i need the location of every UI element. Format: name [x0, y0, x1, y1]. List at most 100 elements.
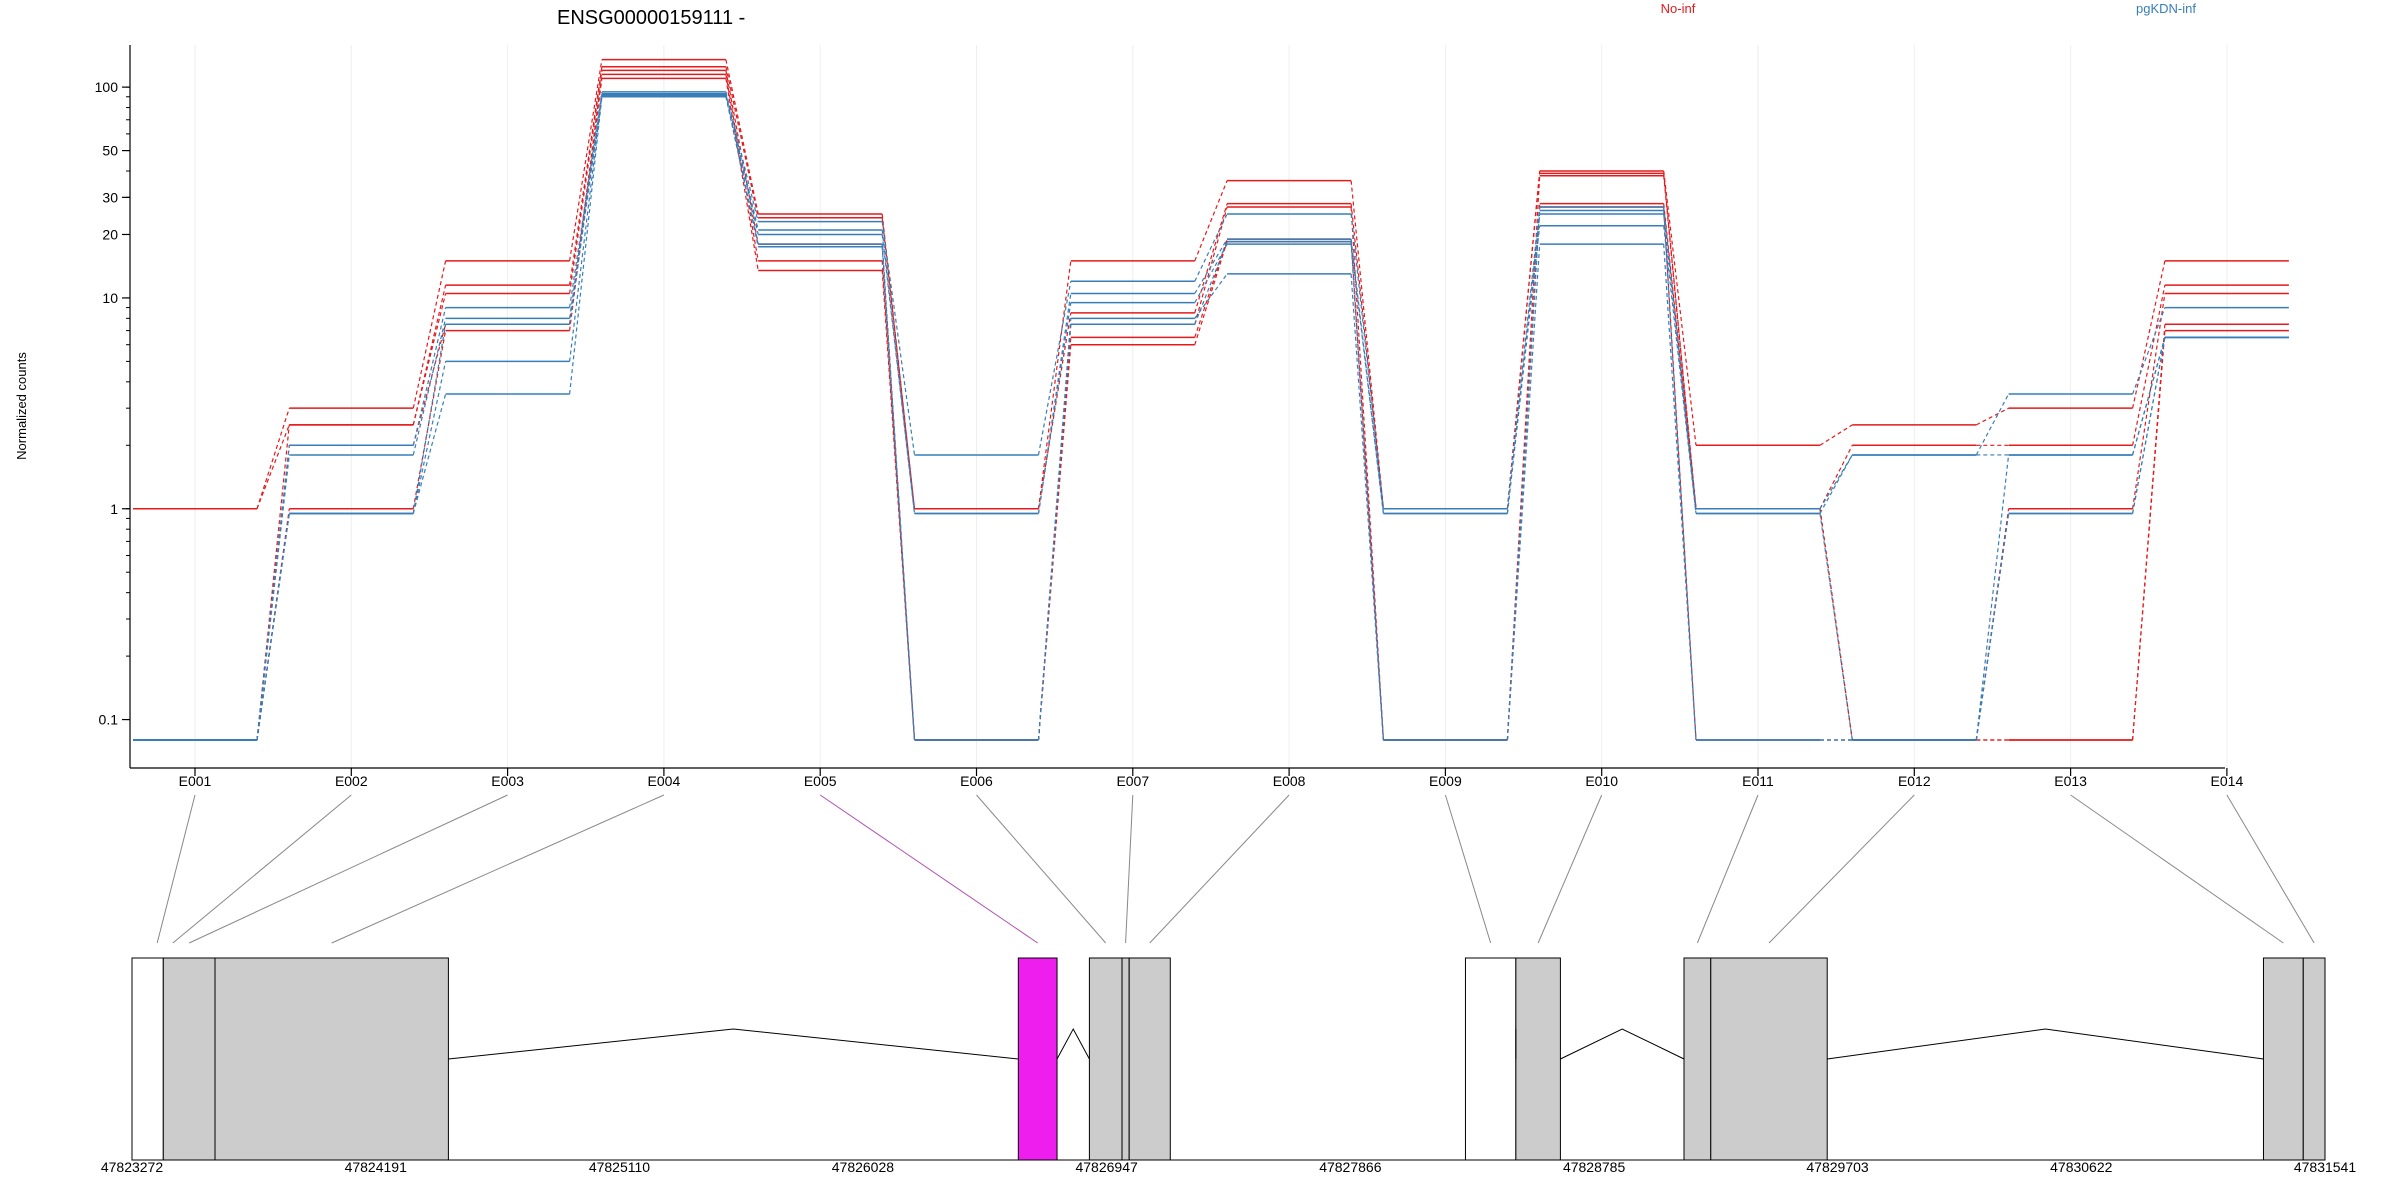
- series-connector: [1506, 244, 1541, 741]
- series-connector: [1663, 170, 1697, 446]
- series-connector: [1037, 312, 1072, 509]
- series-no-inf: [133, 69, 2289, 741]
- series-connector: [412, 324, 447, 514]
- exon-connector: [1444, 794, 1492, 944]
- series-connector: [256, 513, 290, 741]
- series-connector: [1506, 225, 1541, 514]
- series-connector: [725, 74, 759, 261]
- series-connector: [725, 59, 759, 215]
- series-connector: [1194, 241, 1228, 325]
- y-tick-label: 50: [102, 143, 118, 159]
- series-connector: [412, 393, 447, 514]
- y-tick-label: 20: [102, 226, 118, 242]
- x-tick-label: E007: [1116, 773, 1149, 789]
- series-connector: [725, 91, 759, 222]
- intron-line: [1056, 1027, 1090, 1060]
- x-tick-label: E009: [1429, 773, 1462, 789]
- series-connector: [881, 221, 916, 456]
- series-no-inf: [133, 77, 2289, 741]
- genomic-coordinate-label: 47829703: [1806, 1159, 1869, 1175]
- exon-box: [1121, 957, 1130, 1161]
- exon-connector: [156, 794, 196, 944]
- series-connector: [725, 66, 759, 218]
- series-connector: [725, 94, 759, 235]
- exon-connector: [1149, 794, 1290, 944]
- x-tick-label: E002: [335, 773, 368, 789]
- exon-box: [1128, 957, 1171, 1161]
- exon-connector: [2070, 794, 2284, 944]
- exon-box: [1017, 957, 1058, 1161]
- x-tick-label: E003: [491, 773, 524, 789]
- exon-box: [1464, 957, 1517, 1161]
- exon-connector-lines: [156, 794, 2315, 944]
- genomic-coordinate-label: 47831541: [2294, 1159, 2357, 1175]
- series-connector: [569, 59, 603, 261]
- genomic-coordinate-label: 47823272: [101, 1159, 164, 1175]
- x-tick-label: E001: [179, 773, 212, 789]
- series-connector: [725, 70, 759, 245]
- intron-line: [1827, 1028, 2264, 1060]
- series-connector: [1663, 210, 1697, 741]
- x-tick-label: E010: [1585, 773, 1618, 789]
- series-connector: [569, 91, 603, 308]
- series-connector: [1350, 206, 1384, 741]
- series-pgkdn-inf: [133, 91, 2289, 741]
- exon-box: [1515, 957, 1561, 1161]
- series-connector: [1663, 244, 1697, 741]
- series-connector: [256, 424, 290, 741]
- series-connector: [1976, 407, 2009, 426]
- series-connector: [1350, 180, 1384, 509]
- series-connector: [1663, 225, 1697, 514]
- exon-box: [1088, 957, 1123, 1161]
- series-connector: [2132, 260, 2166, 409]
- series-pgkdn-inf: [133, 93, 2289, 741]
- series-connector: [1819, 445, 1853, 510]
- genomic-coordinate-label: 47828785: [1563, 1159, 1626, 1175]
- series-lines: [133, 58, 2289, 741]
- series-connector: [1194, 203, 1228, 313]
- series-pgkdn-inf: [133, 96, 2289, 741]
- series-connector: [881, 229, 916, 514]
- y-tick-label: 100: [95, 79, 119, 95]
- gridlines: [194, 45, 2228, 768]
- intron-line: [448, 1028, 1019, 1060]
- exon-connector: [976, 794, 1107, 944]
- exon-connector: [1768, 794, 1915, 944]
- x-tick-label: E014: [2211, 773, 2244, 789]
- series-connector: [1194, 243, 1228, 303]
- y-axis-label: Normalized counts: [14, 352, 29, 460]
- series-connector: [412, 330, 447, 509]
- series-connector: [2132, 337, 2166, 456]
- series-connector: [569, 96, 603, 395]
- series-connector: [412, 307, 447, 446]
- series-connector: [1037, 281, 1072, 456]
- genomic-coordinate-label: 47825110: [589, 1159, 650, 1175]
- exon-connector: [819, 794, 1038, 944]
- genomic-coordinate-label: 47827866: [1319, 1159, 1382, 1175]
- exon-box: [1683, 957, 1712, 1161]
- exon-box: [2302, 957, 2326, 1161]
- series-connector: [1194, 213, 1228, 282]
- series-connector: [725, 93, 759, 231]
- series-connector: [725, 95, 759, 247]
- y-tick-label: 10: [102, 290, 118, 306]
- exon-connector: [1125, 794, 1134, 944]
- series-connector: [569, 95, 603, 325]
- series-connector: [569, 66, 603, 286]
- series-connector: [881, 246, 916, 741]
- series-connector: [1350, 241, 1384, 741]
- series-connector: [881, 234, 916, 514]
- series-pgkdn-inf: [133, 95, 2289, 741]
- x-tick-label: E005: [804, 773, 837, 789]
- exon-connector: [172, 794, 352, 944]
- series-connector: [412, 293, 447, 426]
- series-connector: [725, 78, 759, 271]
- genomic-coordinate-label: 47826947: [1075, 1159, 1138, 1175]
- x-tick-label: E013: [2054, 773, 2087, 789]
- series-connector: [2132, 330, 2166, 741]
- series-connector: [1663, 213, 1697, 514]
- exon-connector: [188, 794, 508, 944]
- series-no-inf: [133, 73, 2289, 741]
- series-connector: [1037, 324, 1072, 741]
